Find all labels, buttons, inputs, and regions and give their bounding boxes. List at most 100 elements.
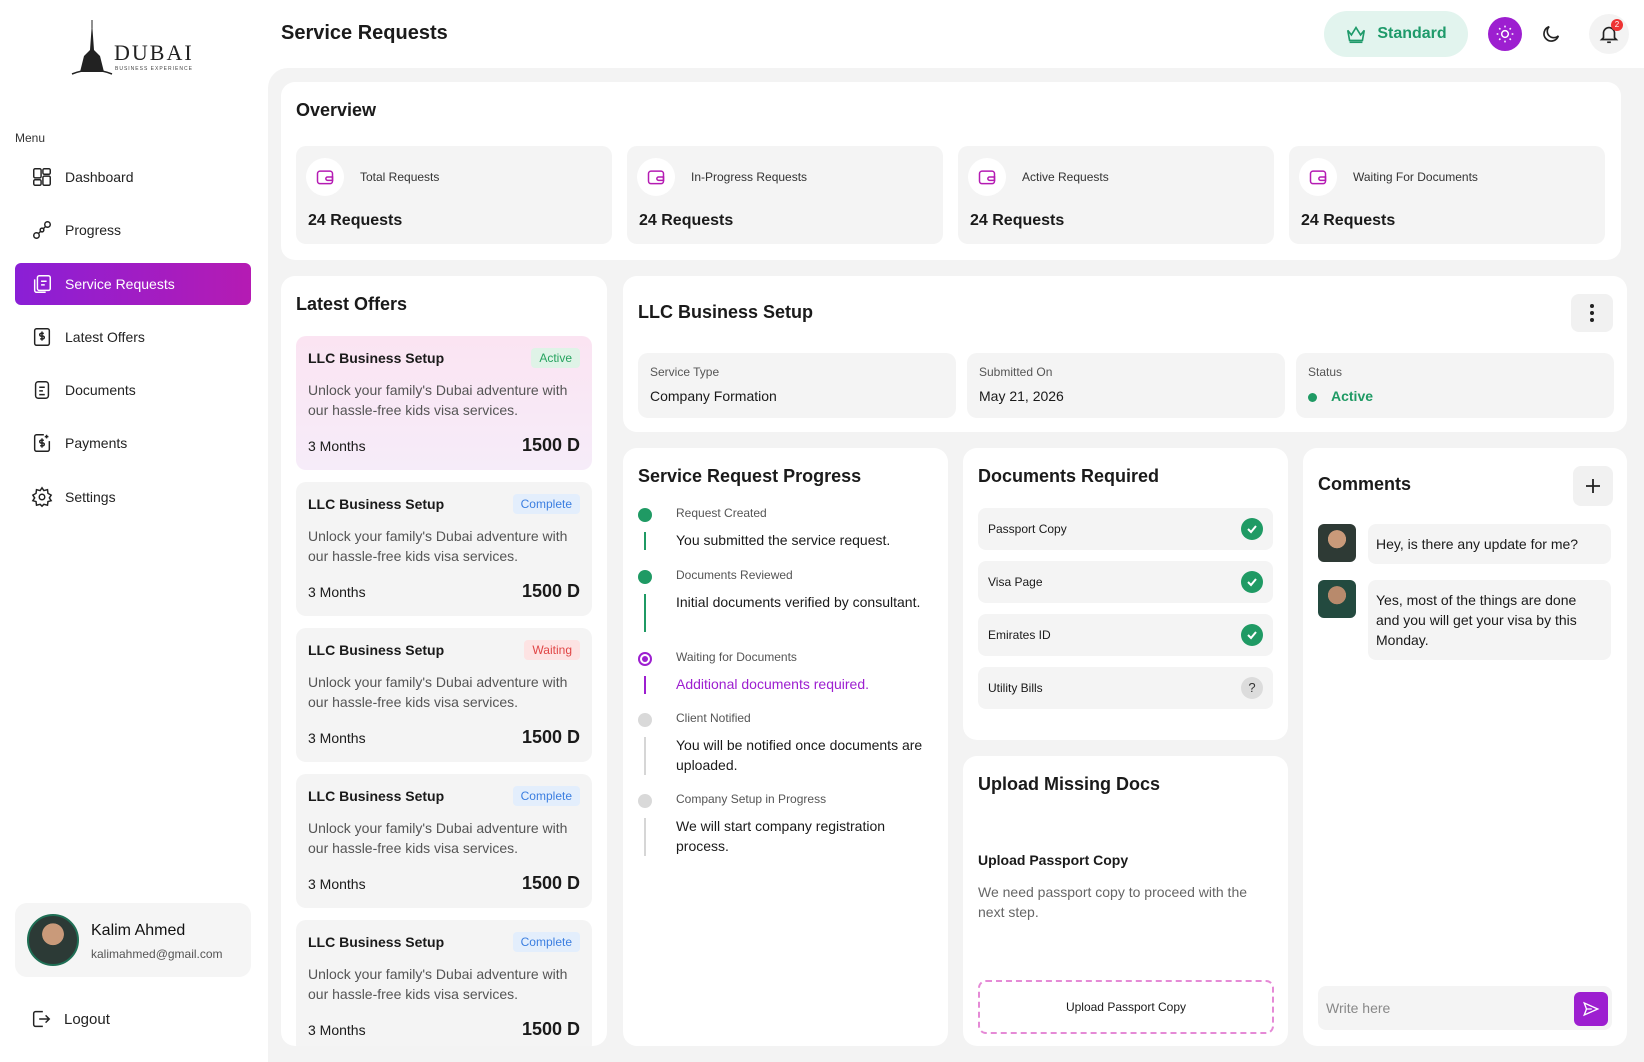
plan-button[interactable]: Standard [1324,11,1468,57]
offer-description: Unlock your family's Dubai adventure wit… [308,674,568,710]
stat-active-requests[interactable]: Active Requests 24 Requests [958,146,1274,244]
upload-passport-button[interactable]: Upload Passport Copy [978,980,1274,1034]
check-icon [1241,571,1263,593]
offer-card[interactable]: LLC Business Setup Complete Unlock your … [296,482,592,616]
add-comment-button[interactable] [1573,466,1613,506]
wallet-icon [306,158,344,196]
status-field: Status Active [1296,353,1614,418]
more-options-button[interactable] [1571,294,1613,332]
logout-label: Logout [64,1010,110,1028]
comment-input[interactable] [1318,986,1568,1030]
sidebar-item-latest-offers[interactable]: Latest Offers [15,316,251,358]
documents-required-card: Documents Required Passport Copy Visa Pa… [963,448,1288,740]
offer-price: 1500 D [521,435,580,455]
pending-step-icon [638,794,652,808]
more-vertical-icon [1590,304,1594,322]
sidebar-item-dashboard[interactable]: Dashboard [15,156,251,198]
stat-in-progress-requests[interactable]: In-Progress Requests 24 Requests [627,146,943,244]
step-connector [644,594,646,632]
service-requests-icon [31,273,53,295]
offer-price: 1500 D [521,581,580,601]
check-circle-icon [638,508,652,522]
notifications-button[interactable]: 2 [1589,14,1629,54]
status-badge: Active [531,348,580,368]
sidebar-item-documents[interactable]: Documents [15,369,251,411]
plus-icon [1586,479,1600,493]
step-connector [644,676,646,694]
sidebar-item-label: Service Requests [65,275,175,292]
logout-button[interactable]: Logout [30,1008,110,1030]
progress-title: Service Request Progress [638,466,862,486]
brand-logo[interactable]: DUBAI BUSINESS EXPERIENCE [70,20,200,78]
moon-icon [1543,25,1560,42]
offers-title: Latest Offers [296,294,408,314]
document-label: Emirates ID [988,628,1051,642]
send-button[interactable] [1574,992,1608,1026]
stat-label: Waiting For Documents [1353,170,1478,184]
sidebar-item-label: Documents [65,382,136,399]
offer-price: 1500 D [521,1019,580,1039]
upload-description: We need passport copy to proceed with th… [978,884,1248,920]
offers-icon [31,326,53,348]
menu-label: Menu [15,131,46,145]
check-icon [1241,624,1263,646]
sidebar-item-service-requests[interactable]: Service Requests [15,262,251,305]
offer-price: 1500 D [521,727,580,747]
step-text: You submitted the service request. [676,532,891,548]
status-dot-icon [1308,392,1317,402]
sidebar-item-label: Progress [65,222,122,239]
offer-description: Unlock your family's Dubai adventure wit… [308,382,568,418]
comments-title: Comments [1318,474,1412,494]
stat-total-requests[interactable]: Total Requests 24 Requests [296,146,612,244]
offer-duration: 3 Months [308,876,366,892]
offer-description: Unlock your family's Dubai adventure wit… [308,528,568,564]
user-email: kalimahmed@gmail.com [91,947,223,961]
sidebar-item-payments[interactable]: Payments [15,422,251,464]
offer-duration: 3 Months [308,438,366,454]
step-text: Initial documents verified by consultant… [676,594,921,610]
plan-label: Standard [1377,25,1447,42]
stat-value: 24 Requests [1301,212,1396,229]
step-label: Client Notified [676,711,751,725]
dashboard-icon [31,166,53,188]
user-profile-card[interactable]: Kalim Ahmed kalimahmed@gmail.com [15,903,251,977]
status-badge: Waiting [524,640,580,660]
wallet-icon [1299,158,1337,196]
document-item[interactable]: Visa Page [978,561,1273,603]
burj-tower-icon [71,20,113,75]
offer-card[interactable]: LLC Business Setup Waiting Unlock your f… [296,628,592,762]
dark-theme-button[interactable] [1534,17,1568,51]
stat-label: Active Requests [1022,170,1109,184]
step-text: We will start company registration proce… [676,818,886,854]
document-item[interactable]: Utility Bills ? [978,667,1273,709]
stat-value: 24 Requests [308,212,403,229]
progress-card: Service Request Progress Request Created… [623,448,948,1046]
document-label: Visa Page [988,575,1043,589]
offer-card[interactable]: LLC Business Setup Active Unlock your fa… [296,336,592,470]
sidebar-item-progress[interactable]: Progress [15,209,251,251]
offer-card[interactable]: LLC Business Setup Complete Unlock your … [296,774,592,908]
upload-title: Upload Missing Docs [978,774,1161,794]
step-label: Waiting for Documents [676,650,797,664]
stat-waiting-for-documents[interactable]: Waiting For Documents 24 Requests [1289,146,1605,244]
document-item[interactable]: Emirates ID [978,614,1273,656]
question-icon: ? [1241,677,1263,699]
offer-card[interactable]: LLC Business Setup Complete Unlock your … [296,920,592,1046]
latest-offers-card: Latest Offers LLC Business Setup Active … [281,276,607,1046]
stat-value: 24 Requests [639,212,734,229]
sidebar-item-label: Latest Offers [65,328,145,345]
request-detail-card: LLC Business Setup Service Type Company … [623,276,1627,432]
request-title: LLC Business Setup [638,302,814,322]
info-label: Service Type [650,365,720,379]
document-item[interactable]: Passport Copy [978,508,1273,550]
service-type-field: Service Type Company Formation [638,353,956,418]
logout-icon [32,1010,51,1028]
offer-title: LLC Business Setup [308,350,445,366]
avatar [1318,524,1356,562]
crown-icon [1347,26,1366,44]
step-connector [644,737,646,775]
progress-icon [31,219,53,241]
offer-duration: 3 Months [308,730,366,746]
sidebar-item-settings[interactable]: Settings [15,476,251,518]
light-theme-button[interactable] [1488,17,1522,51]
